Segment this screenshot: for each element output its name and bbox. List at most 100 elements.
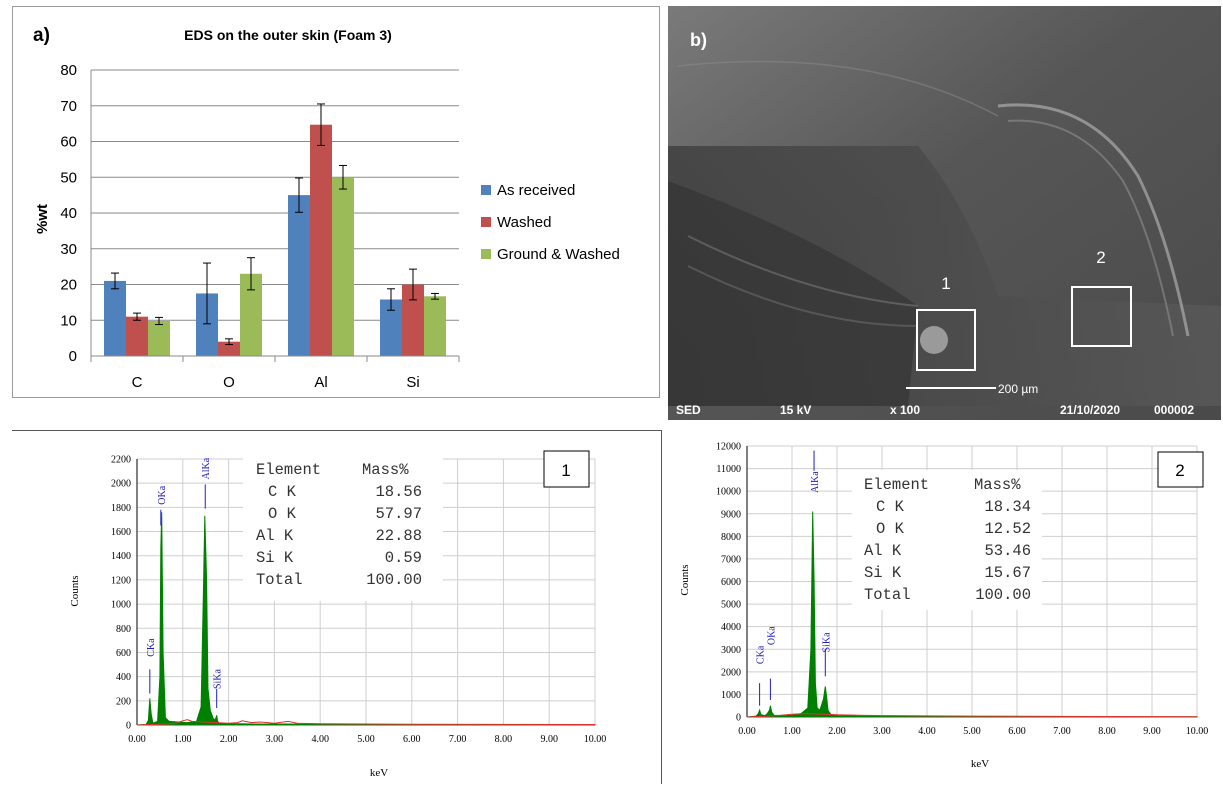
x-tick-label: O [223, 374, 235, 391]
y-tick-label: 10 [60, 312, 77, 329]
panel-tag: b) [690, 30, 707, 50]
y-tick-label: 2200 [111, 455, 131, 466]
sem-magnification: x 100 [890, 403, 920, 417]
sem-voltage: 15 kV [780, 403, 811, 417]
y-axis-label: Counts [679, 564, 691, 595]
x-tick-label: 7.00 [1053, 726, 1071, 737]
y-tick-label: 20 [60, 277, 77, 294]
x-tick-label: 9.00 [540, 734, 558, 745]
table-header: Element [256, 461, 321, 479]
bar [104, 281, 126, 356]
x-tick-label: 3.00 [266, 734, 284, 745]
y-tick-label: 5000 [721, 600, 741, 611]
table-header: Element [864, 476, 929, 494]
y-tick-label: 9000 [721, 509, 741, 520]
table-element: Total [256, 571, 303, 589]
table-element: Si K [256, 549, 294, 567]
x-tick-label: 1.00 [174, 734, 192, 745]
x-tick-label: 2.00 [828, 726, 846, 737]
sem-date: 21/10/2020 [1060, 403, 1120, 417]
y-tick-label: 800 [116, 624, 131, 635]
y-tick-label: 4000 [721, 622, 741, 633]
y-tick-label: 12000 [716, 442, 741, 453]
x-tick-label: 8.00 [1098, 726, 1116, 737]
x-tick-label: 10.00 [1186, 726, 1209, 737]
legend-swatch [481, 249, 491, 259]
legend-label: Washed [497, 214, 551, 231]
y-tick-label: 6000 [721, 577, 741, 588]
peak-label: SiKa [821, 632, 832, 653]
table-element: C K [268, 483, 297, 501]
x-tick-label: 6.00 [1008, 726, 1026, 737]
y-tick-label: 40 [60, 205, 77, 222]
sem-mode: SED [676, 403, 701, 417]
y-axis-label: Counts [69, 575, 81, 606]
panel-tag: a) [33, 25, 50, 46]
y-tick-label: 30 [60, 241, 77, 258]
y-tick-label: 7000 [721, 554, 741, 565]
table-element: Al K [864, 542, 902, 560]
x-axis-label: keV [370, 767, 388, 779]
y-tick-label: 2000 [721, 667, 741, 678]
eds-spectrum-1: 0200400600800100012001400160018002000220… [12, 431, 662, 785]
legend-swatch [481, 217, 491, 227]
peak-label: AlKa [810, 471, 821, 493]
table-mass: 57.97 [375, 505, 422, 523]
x-tick-label: 1.00 [783, 726, 801, 737]
table-mass: 15.67 [984, 564, 1031, 582]
y-tick-label: 11000 [716, 464, 741, 475]
x-tick-label: Si [406, 374, 419, 391]
peak-label: CKa [146, 638, 157, 657]
legend-label: As received [497, 182, 575, 199]
eds-spectrum-2: 0100020003000400050006000700080009000100… [667, 430, 1223, 784]
x-tick-label: 9.00 [1143, 726, 1161, 737]
y-tick-label: 2000 [111, 479, 131, 490]
scale-bar-label: 200 µm [998, 382, 1038, 396]
y-tick-label: 400 [116, 672, 131, 683]
spectrum-id-label: 2 [1175, 461, 1184, 480]
y-tick-label: 200 [116, 696, 131, 707]
y-tick-label: 50 [60, 169, 77, 186]
bar [310, 125, 332, 356]
sem-image-panel: b) 1 2 200 µm SED 15 kV x 100 21/10/2020… [668, 6, 1221, 420]
eds-spectrum-1-panel: 0 200 400 600 800 1000 1200 1400 1600 1800 2000 220… [12, 430, 662, 784]
y-axis-label: %wt [34, 204, 51, 234]
x-tick-label: 0.00 [128, 734, 146, 745]
x-tick-label: 6.00 [403, 734, 421, 745]
peak-label: OKa [766, 626, 777, 645]
table-mass: 18.34 [984, 498, 1031, 516]
table-element: O K [876, 520, 905, 538]
y-tick-label: 1000 [111, 600, 131, 611]
x-tick-label: Al [314, 374, 327, 391]
table-mass: 100.00 [366, 571, 422, 589]
bar [288, 195, 310, 356]
x-tick-label: 8.00 [495, 734, 513, 745]
y-tick-label: 80 [60, 62, 77, 79]
peak-label: OKa [157, 485, 168, 504]
bar-chart: a) EDS on the outer skin (Foam 3) %wt 0 1… [13, 7, 659, 397]
table-mass: 18.56 [375, 483, 422, 501]
bar-chart-panel: a) EDS on the outer skin (Foam 3) %wt 01… [12, 6, 660, 398]
peak-label: AlKa [201, 457, 212, 479]
table-mass: 53.46 [984, 542, 1031, 560]
legend-label: Ground & Washed [497, 246, 620, 263]
table-mass: 0.59 [385, 549, 422, 567]
x-axis-label: keV [971, 758, 989, 770]
table-element: C K [876, 498, 905, 516]
x-tick-label: 0.00 [738, 726, 756, 737]
y-tick-label: 10000 [716, 487, 741, 498]
x-tick-label: 3.00 [873, 726, 891, 737]
table-mass: 100.00 [975, 586, 1031, 604]
y-tick-label: 600 [116, 648, 131, 659]
bar [148, 321, 170, 356]
y-tick-label: 8000 [721, 532, 741, 543]
x-tick-label: 5.00 [963, 726, 981, 737]
x-tick-label: 4.00 [918, 726, 936, 737]
table-element: Si K [864, 564, 902, 582]
y-tick-label: 1000 [721, 690, 741, 701]
y-tick-label: 1200 [111, 575, 131, 586]
y-tick-label: 0 [736, 713, 741, 724]
table-header: Mass% [362, 461, 409, 479]
x-tick-label: 4.00 [311, 734, 329, 745]
peak-label: CKa [756, 645, 767, 664]
